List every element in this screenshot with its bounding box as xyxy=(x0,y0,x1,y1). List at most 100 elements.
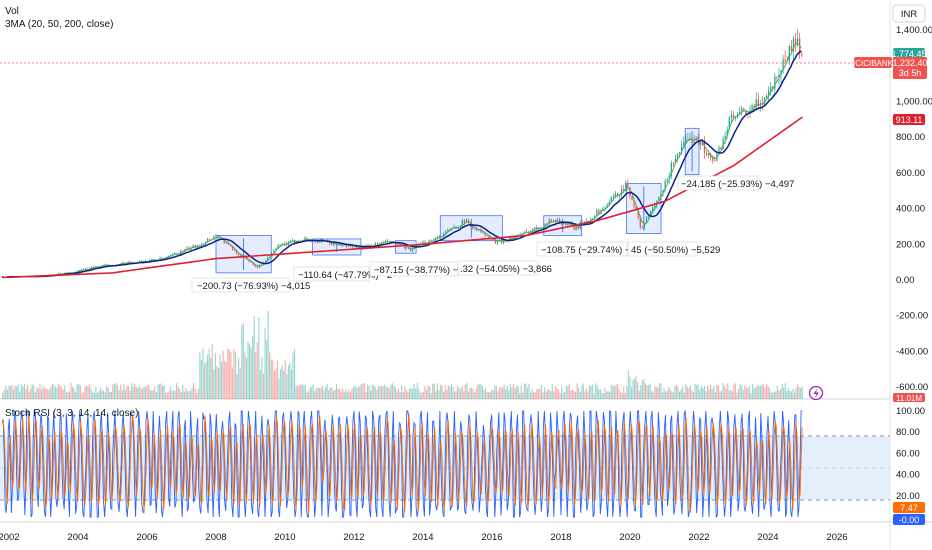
volume-bar xyxy=(253,315,255,399)
stoch-tick-label: 80.00 xyxy=(896,427,920,438)
lightning-icon[interactable] xyxy=(808,385,824,401)
legend-ma[interactable]: 3MA (20, 50, 200, close) xyxy=(5,19,113,30)
volume-bar xyxy=(520,385,522,399)
volume-bar xyxy=(98,391,100,399)
volume-bar xyxy=(800,388,802,399)
volume-bar xyxy=(769,387,771,399)
measure-labels: −200.73 (−76.93%) −4,015 −110.64 (−47.79… xyxy=(191,175,794,293)
time-tick-label: 2002 xyxy=(0,532,20,543)
candle-body xyxy=(662,189,664,193)
volume-bar xyxy=(700,385,702,399)
candle-body xyxy=(233,249,236,251)
candle-body xyxy=(250,261,252,263)
volume-bar xyxy=(745,387,747,399)
stoch-axis[interactable]: 100.00 80.00 60.00 40.00 20.00 xyxy=(896,406,925,502)
volume-bar xyxy=(624,392,626,399)
candle-body xyxy=(616,193,619,197)
candle-body xyxy=(761,103,764,105)
volume-bar xyxy=(657,387,659,399)
candle-body xyxy=(430,240,432,242)
candle-body xyxy=(496,240,499,244)
volume-bar xyxy=(286,374,288,399)
volume-bar xyxy=(174,390,176,399)
volume-bar xyxy=(368,385,370,399)
candle-body xyxy=(246,257,248,260)
volume-bar xyxy=(78,384,80,399)
candle-body xyxy=(635,206,637,211)
candle-body xyxy=(796,38,799,46)
volume-bar xyxy=(484,388,487,399)
legend-stoch[interactable]: Stoch RSI (3, 3, 14, 14, close) xyxy=(5,408,138,419)
candle-body xyxy=(521,233,523,235)
volume-bar xyxy=(669,389,671,399)
volume-bar xyxy=(435,391,437,399)
volume-bar xyxy=(101,390,103,399)
volume-bar xyxy=(48,389,50,399)
time-axis[interactable]: 2002 2004 2006 2008 2010 2012 2014 2016 2018 2020… xyxy=(0,532,848,543)
time-tick-label: 2004 xyxy=(67,532,88,543)
volume-bar xyxy=(514,388,516,399)
volume-bar xyxy=(160,383,162,399)
volume-bar xyxy=(585,388,588,399)
volume-bar xyxy=(96,392,99,399)
candle-body xyxy=(192,245,194,248)
volume-bar xyxy=(250,347,252,399)
legend-vol[interactable]: Vol xyxy=(5,6,19,17)
volume-bar xyxy=(526,387,529,399)
volume-bar xyxy=(144,387,147,399)
candle-body xyxy=(726,130,728,137)
countdown-value: 3d 5h xyxy=(899,68,922,78)
volume-bar xyxy=(92,391,94,399)
volume-bar xyxy=(396,391,398,399)
volume-bar xyxy=(481,386,484,399)
volume-bar xyxy=(443,391,445,399)
volume-bar xyxy=(550,391,552,399)
volume-bar xyxy=(199,352,201,399)
volume-bar xyxy=(19,391,21,399)
volume-bar xyxy=(789,390,791,399)
volume-bar xyxy=(157,384,159,399)
volume-bar xyxy=(172,390,175,399)
volume-bar xyxy=(93,392,95,399)
volume-bar xyxy=(315,388,317,399)
volume-bar xyxy=(377,385,380,399)
volume-bar xyxy=(685,384,687,399)
volume-bar xyxy=(177,386,179,399)
volume-bar xyxy=(576,383,578,399)
volume-bar xyxy=(295,385,297,399)
volume-bar xyxy=(391,383,393,399)
candle-body xyxy=(575,225,577,230)
volume-bar xyxy=(632,379,634,399)
candle-body xyxy=(202,243,205,245)
volume-bar xyxy=(488,392,490,399)
volume-bar xyxy=(464,384,466,399)
currency-button[interactable] xyxy=(892,4,926,23)
candle-body xyxy=(207,239,209,243)
volume-bar xyxy=(751,383,754,399)
volume-bar xyxy=(252,335,254,399)
volume-bar xyxy=(175,383,178,399)
stoch-k-tag: -0.00 xyxy=(893,514,925,525)
candle-body xyxy=(219,238,221,240)
candle-body xyxy=(529,231,532,234)
volume-bar xyxy=(82,392,85,399)
volume-bar xyxy=(661,392,664,399)
volume-bar xyxy=(162,385,164,399)
volume-bar xyxy=(213,369,215,399)
candle-body xyxy=(707,153,710,156)
volume-bar xyxy=(461,386,463,399)
volume-bar xyxy=(717,385,720,399)
volume-bar xyxy=(491,389,493,399)
volume-bar xyxy=(221,362,223,399)
stoch-d-tag: 7.47 xyxy=(893,502,925,513)
volume-bar xyxy=(273,370,275,399)
volume-bar xyxy=(542,392,544,399)
volume-bar xyxy=(706,385,709,399)
volume-bar xyxy=(758,386,760,399)
time-tick-label: 2024 xyxy=(757,532,778,543)
price-axis[interactable]: 1,400.00 1,000.00 800.00 600.00 400.00 200.00… xyxy=(896,25,932,393)
candle-body xyxy=(291,240,294,241)
volume-bar xyxy=(716,384,718,399)
volume-bar xyxy=(345,388,347,399)
